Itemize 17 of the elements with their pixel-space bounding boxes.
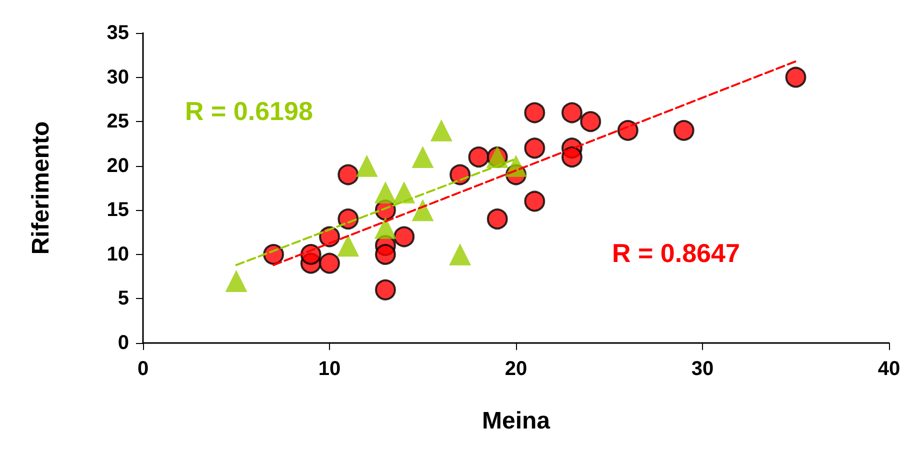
y-tick-label: 10 bbox=[106, 243, 129, 266]
x-tick-label: 10 bbox=[318, 358, 341, 380]
y-tick-label: 20 bbox=[106, 154, 129, 177]
y-axis-title: Riferimento bbox=[28, 121, 54, 255]
y-tick-label: 0 bbox=[118, 332, 129, 354]
x-tick-label: 0 bbox=[137, 358, 149, 380]
annotation: R = 0.6198 bbox=[185, 96, 313, 126]
y-tick-label: 25 bbox=[106, 110, 129, 133]
y-tick-label: 35 bbox=[106, 22, 129, 44]
x-axis-title: Meina bbox=[482, 408, 551, 434]
x-tick-label: 40 bbox=[878, 358, 900, 380]
y-tick-label: 30 bbox=[106, 66, 129, 88]
y-tick-label: 15 bbox=[106, 199, 129, 222]
x-tick-label: 20 bbox=[504, 358, 528, 380]
x-tick-label: 30 bbox=[691, 358, 714, 380]
y-tick-label: 5 bbox=[118, 288, 129, 310]
annotation: R = 0.8647 bbox=[612, 238, 740, 268]
